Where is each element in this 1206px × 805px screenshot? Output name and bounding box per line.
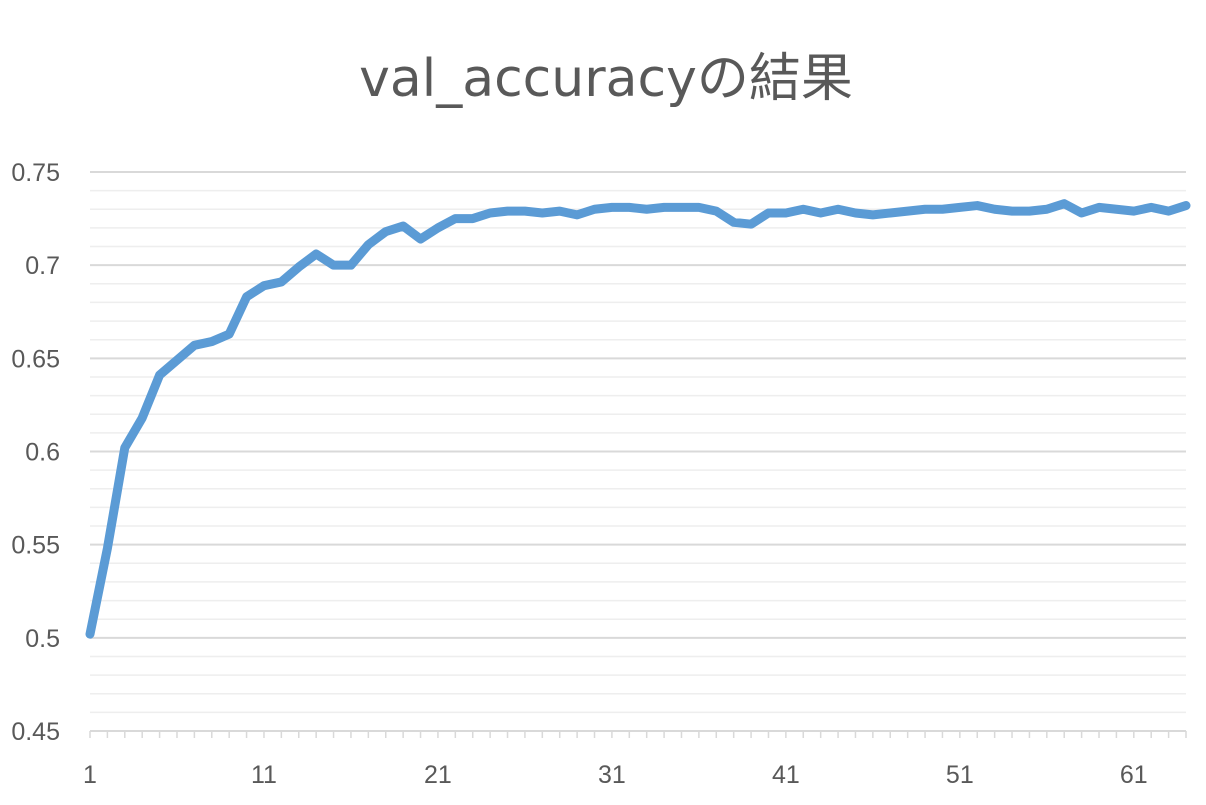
x-tick-label: 1 bbox=[83, 761, 97, 789]
data-point bbox=[298, 266, 300, 268]
y-tick-label: 0.65 bbox=[11, 345, 60, 373]
data-point bbox=[315, 253, 317, 255]
data-point bbox=[350, 264, 352, 266]
data-point bbox=[628, 206, 630, 208]
data-point bbox=[1011, 210, 1013, 212]
x-tick-label: 51 bbox=[946, 761, 974, 789]
data-point bbox=[124, 447, 126, 449]
x-tick-label: 41 bbox=[772, 761, 800, 789]
data-point bbox=[402, 225, 404, 227]
data-point bbox=[733, 221, 735, 223]
data-point bbox=[994, 208, 996, 210]
data-point bbox=[837, 208, 839, 210]
data-point bbox=[889, 212, 891, 214]
data-point bbox=[246, 296, 248, 298]
data-point bbox=[489, 212, 491, 214]
data-point bbox=[507, 210, 509, 212]
data-point bbox=[159, 374, 161, 376]
data-point bbox=[698, 206, 700, 208]
data-point bbox=[594, 208, 596, 210]
data-point bbox=[941, 208, 943, 210]
data-point bbox=[333, 264, 335, 266]
data-point bbox=[437, 227, 439, 229]
y-tick-label: 0.5 bbox=[25, 625, 60, 653]
data-point bbox=[211, 341, 213, 343]
x-tick-label: 31 bbox=[598, 761, 626, 789]
y-tick-label: 0.55 bbox=[11, 532, 60, 560]
data-point bbox=[280, 281, 282, 283]
data-point bbox=[872, 214, 874, 216]
y-tick-label: 0.45 bbox=[11, 718, 60, 746]
data-point bbox=[559, 210, 561, 212]
data-point bbox=[802, 208, 804, 210]
data-point bbox=[141, 417, 143, 419]
data-point bbox=[454, 218, 456, 220]
data-point bbox=[854, 212, 856, 214]
data-point bbox=[385, 231, 387, 233]
data-point bbox=[1185, 205, 1187, 207]
data-point bbox=[1115, 208, 1117, 210]
y-tick-label: 0.7 bbox=[25, 252, 60, 280]
data-point bbox=[541, 212, 543, 214]
data-point bbox=[106, 547, 108, 549]
data-point bbox=[611, 206, 613, 208]
x-axis bbox=[89, 730, 1187, 738]
data-point bbox=[680, 206, 682, 208]
data-point bbox=[193, 344, 195, 346]
y-tick-label: 0.75 bbox=[11, 159, 60, 187]
data-point bbox=[1081, 212, 1083, 214]
data-point bbox=[1150, 206, 1152, 208]
data-point bbox=[1098, 206, 1100, 208]
series-line bbox=[85, 199, 1191, 639]
data-point bbox=[524, 210, 526, 212]
data-point bbox=[663, 206, 665, 208]
gridlines bbox=[90, 171, 1186, 714]
data-point bbox=[959, 206, 961, 208]
x-tick-label: 61 bbox=[1120, 761, 1148, 789]
data-point bbox=[907, 210, 909, 212]
data-point bbox=[1168, 210, 1170, 212]
data-point bbox=[1046, 208, 1048, 210]
data-point bbox=[472, 218, 474, 220]
chart-title: val_accuracyの結果 bbox=[359, 49, 853, 109]
data-point bbox=[924, 208, 926, 210]
data-point bbox=[420, 238, 422, 240]
y-tick-label: 0.6 bbox=[25, 439, 60, 467]
data-point bbox=[367, 244, 369, 246]
data-point bbox=[228, 333, 230, 335]
data-point bbox=[176, 359, 178, 361]
data-point bbox=[785, 212, 787, 214]
series-layer bbox=[85, 199, 1191, 639]
x-axis-tick-labels: 1 11 21 31 41 51 61 bbox=[83, 761, 1148, 789]
data-point bbox=[646, 208, 648, 210]
data-point bbox=[976, 205, 978, 207]
data-point bbox=[1028, 210, 1030, 212]
data-point bbox=[1063, 203, 1065, 205]
y-axis-tick-labels: 0.45 0.5 0.55 0.6 0.65 0.7 0.75 bbox=[11, 159, 60, 746]
data-point bbox=[576, 214, 578, 216]
x-tick-label: 11 bbox=[251, 761, 277, 789]
x-tick-label: 21 bbox=[424, 761, 452, 789]
data-point bbox=[750, 223, 752, 225]
data-point bbox=[1133, 210, 1135, 212]
data-point bbox=[89, 633, 91, 635]
data-point bbox=[820, 212, 822, 214]
data-point bbox=[263, 285, 265, 287]
data-point bbox=[715, 210, 717, 212]
data-point bbox=[767, 212, 769, 214]
